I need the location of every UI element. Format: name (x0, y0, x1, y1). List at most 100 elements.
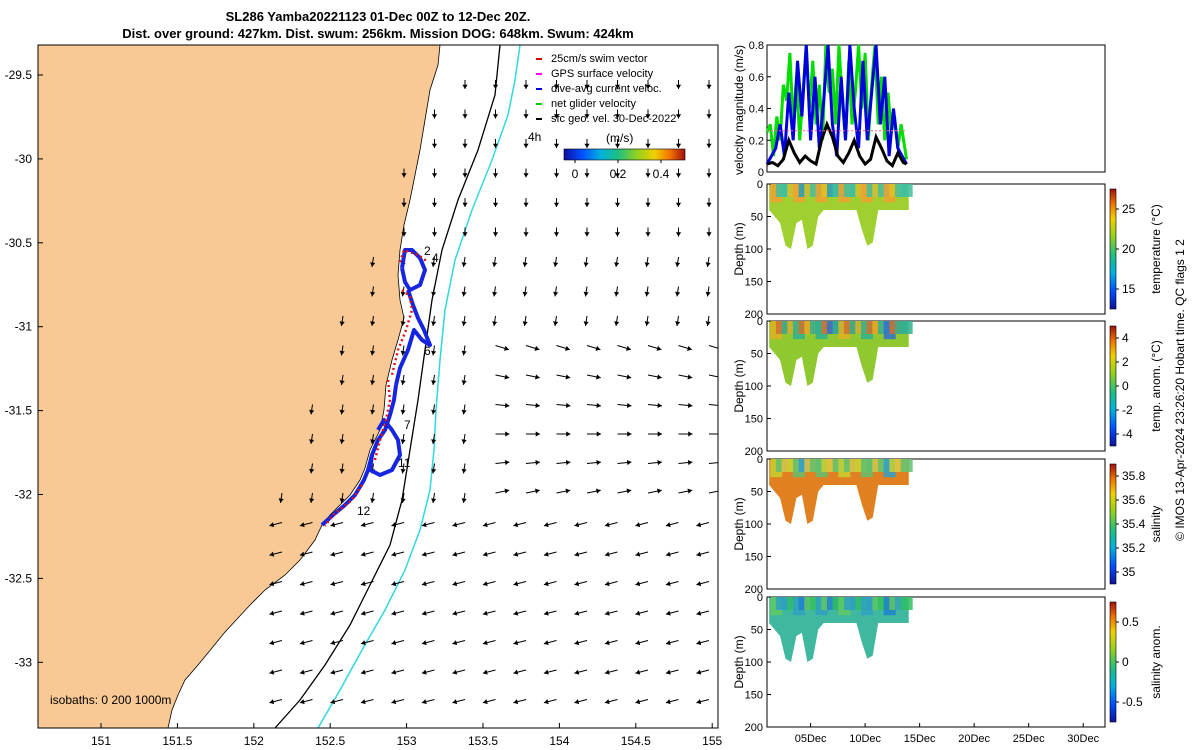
lon-tick-label: 151 (91, 734, 111, 748)
velocity-arrowhead (360, 699, 366, 705)
velocity-arrowhead (269, 551, 275, 557)
colorbar-tick-label: 20 (1122, 242, 1136, 256)
velocity-arrowhead (675, 84, 682, 89)
velocity-arrowhead (644, 291, 650, 297)
velocity-vector (708, 462, 718, 464)
velocity-arrowhead (523, 202, 529, 207)
velocity-arrowhead (543, 551, 549, 557)
velocity-arrowhead (483, 729, 488, 734)
velocity-vector (574, 729, 587, 732)
lon-tick-label: 153 (397, 734, 417, 748)
date-tick-label: 15Dec (904, 733, 936, 745)
velocity-arrowhead (687, 402, 693, 409)
velocity-arrowhead (370, 409, 376, 415)
colorbar-label: temp. anom. (°C) (1149, 340, 1163, 432)
velocity-arrowhead (535, 488, 540, 494)
day-label: 11 (398, 456, 411, 470)
velocity-arrowhead (513, 581, 519, 587)
colorbar-unit-label: (m/s) (606, 131, 633, 145)
velocity-arrowhead (584, 173, 590, 178)
velocity-arrowhead (656, 345, 662, 351)
velocity-arrowhead (635, 640, 641, 646)
velocity-arrowhead (504, 402, 510, 409)
legend-label: GPS surface velocity (551, 68, 654, 80)
velocity-arrowhead (535, 431, 540, 437)
velocity-arrowhead (505, 431, 510, 437)
velocity-vector (300, 729, 313, 732)
section-panel: 0 50 100 150 200 Depth (m) -0.5 0 0.5 salinity an… (732, 592, 1163, 745)
lat-tick-label: -32 (15, 488, 33, 502)
velocity-arrowhead (504, 459, 510, 466)
velocity-arrowhead (461, 262, 467, 267)
depth-tick-label: 200 (745, 584, 763, 596)
velocity-arrowhead (400, 291, 406, 297)
velocity-arrowhead (431, 291, 437, 297)
velocity-arrowhead (584, 143, 590, 148)
velocity-arrowhead (421, 699, 427, 705)
depth-tick-label: 150 (745, 690, 763, 702)
day-label: 4 (432, 251, 439, 265)
velocity-ytick-label: 0 (758, 167, 764, 179)
velocity-arrowhead (400, 439, 406, 444)
velocity-arrowhead (360, 581, 366, 587)
velocity-arrowhead (696, 610, 702, 616)
depth-tick-label: 150 (745, 414, 763, 426)
velocity-arrowhead (299, 610, 305, 616)
colorbar-tick-label: 0.4 (653, 167, 670, 181)
velocity-arrowhead (300, 729, 305, 734)
day-label: 2 (424, 244, 431, 258)
velocity-arrowhead (269, 640, 275, 646)
velocity-arrowhead (574, 551, 580, 557)
velocity-arrowhead (492, 202, 499, 207)
legend-label: net glider velocity (551, 98, 636, 110)
lat-tick-label: -30 (15, 152, 33, 166)
velocity-vector (513, 729, 526, 732)
lon-tick-label: 154 (549, 734, 569, 748)
velocity-arrowhead (482, 699, 488, 705)
velocity-arrowhead (370, 262, 376, 267)
velocity-arrowhead (584, 114, 590, 119)
velocity-arrowhead (706, 84, 712, 89)
velocity-arrowhead (421, 581, 427, 587)
legend-label: sfc geo. vel. 30-Dec-2022 (551, 113, 676, 125)
velocity-arrowhead (574, 699, 580, 705)
velocity-arrowhead (391, 581, 397, 587)
land-mass (38, 45, 441, 728)
velocity-arrowhead (657, 459, 662, 466)
depth-tick-label: 100 (745, 381, 763, 393)
velocity-arrowhead (523, 232, 529, 237)
velocity-vector (666, 729, 679, 732)
colorbar-tick-label: 15 (1122, 282, 1136, 296)
velocity-arrowhead (596, 431, 601, 437)
velocity-arrowhead (513, 522, 519, 528)
velocity-arrowhead (644, 321, 650, 326)
lat-tick-label: -29.5 (5, 68, 33, 82)
velocity-vector (452, 729, 465, 732)
depth-tick-label: 200 (745, 446, 763, 458)
depth-tick-label: 100 (745, 244, 763, 256)
velocity-arrowhead (522, 262, 528, 267)
velocity-arrowhead (269, 610, 275, 616)
velocity-arrowhead (665, 669, 671, 675)
velocity-arrowhead (269, 729, 274, 734)
depth-axis-label: Depth (m) (732, 497, 746, 550)
velocity-arrowhead (513, 551, 519, 557)
velocity-arrowhead (583, 291, 589, 297)
velocity-arrowhead (614, 262, 620, 267)
velocity-arrowhead (299, 640, 305, 646)
depth-tick-label: 150 (745, 277, 763, 289)
velocity-arrowhead (626, 374, 632, 380)
velocity-arrowhead (370, 380, 376, 385)
velocity-arrowhead (645, 202, 651, 207)
velocity-arrowhead (400, 350, 406, 356)
depth-tick-label: 0 (757, 179, 763, 191)
velocity-arrowhead (482, 669, 488, 675)
velocity-arrowhead (596, 459, 601, 466)
velocity-y-ticks: 0 0.2 0.4 0.6 0.8 (749, 40, 771, 179)
velocity-arrowhead (665, 551, 671, 557)
depth-axis-label: Depth (m) (732, 635, 746, 688)
depth-tick-label: 50 (751, 212, 763, 224)
velocity-arrowhead (543, 669, 549, 675)
velocity-arrowhead (421, 640, 427, 646)
velocity-arrowhead (400, 468, 406, 474)
